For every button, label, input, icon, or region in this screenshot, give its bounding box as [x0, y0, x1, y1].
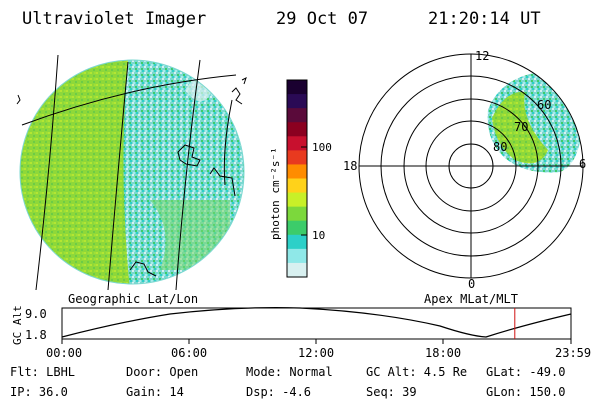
glat-value: GLat: -49.0: [486, 365, 565, 379]
colorbar-tick-100: 100: [312, 141, 332, 154]
colorbar-swatch: [287, 192, 307, 208]
observation-time: 21:20:14 UT: [428, 9, 541, 29]
colorbar-swatch: [287, 262, 307, 278]
mlt-label-18: 18: [343, 159, 357, 173]
mlat-label-60: 60: [537, 98, 551, 112]
colorbar-swatch: [287, 136, 307, 151]
colorbar-swatch: [287, 150, 307, 166]
gc-alt-value: GC Alt: 4.5 Re: [366, 365, 467, 379]
timeline-tick-0: 00:00: [46, 346, 82, 360]
colorbar: 100 10 photon cm⁻²s⁻¹: [269, 79, 332, 278]
mlat-label-80: 80: [493, 140, 507, 154]
altitude-timeline: 9.0 1.8 GC Alt 00:00 06:00 12:00 18:00 2…: [11, 305, 591, 360]
mlt-label-0: 0: [468, 277, 475, 291]
timeline-tick-2: 12:00: [298, 346, 334, 360]
timeline-tick-1: 06:00: [171, 346, 207, 360]
colorbar-swatch: [287, 164, 307, 180]
coastline: [16, 77, 247, 277]
instrument-title: Ultraviolet Imager: [22, 9, 206, 29]
mlt-label-6: 6: [579, 157, 586, 171]
observation-date: 29 Oct 07: [276, 9, 368, 29]
geographic-image: [16, 54, 247, 291]
colorbar-tick-10: 10: [312, 229, 325, 242]
mode-value: Mode: Normal: [246, 365, 333, 379]
timeline-tick-4: 23:59: [555, 346, 591, 360]
geo-grid: [21, 54, 237, 291]
colorbar-swatch: [287, 220, 307, 236]
gain-value: Gain: 14: [126, 385, 184, 399]
timeline-ylabel: GC Alt: [11, 305, 24, 345]
footer-metadata: Flt: LBHL Door: Open Mode: Normal GC Alt…: [10, 365, 565, 399]
mlt-label-12: 12: [475, 49, 489, 63]
polar-plot: 12 18 6 0 60 70 80: [343, 49, 586, 291]
colorbar-swatch: [287, 122, 307, 137]
colorbar-label: photon cm⁻²s⁻¹: [269, 147, 282, 240]
colorbar-swatch: [287, 178, 307, 194]
ip-value: IP: 36.0: [10, 385, 68, 399]
mlat-label-70: 70: [514, 120, 528, 134]
colorbar-swatch: [287, 234, 307, 250]
polar-panel-label: Apex MLat/MLT: [424, 292, 518, 306]
filter-value: Flt: LBHL: [10, 365, 75, 379]
glon-value: GLon: 150.0: [486, 385, 565, 399]
seq-value: Seq: 39: [366, 385, 417, 399]
timeline-ymax: 9.0: [25, 307, 47, 321]
timeline-tick-3: 18:00: [425, 346, 461, 360]
colorbar-swatch: [287, 80, 307, 95]
colorbar-swatch: [287, 206, 307, 222]
colorbar-swatch: [287, 248, 307, 264]
door-value: Door: Open: [126, 365, 198, 379]
timeline-ymin: 1.8: [25, 328, 47, 342]
dsp-value: Dsp: -4.6: [246, 385, 311, 399]
colorbar-swatch: [287, 94, 307, 109]
geo-panel-label: Geographic Lat/Lon: [68, 292, 198, 306]
colorbar-swatch: [287, 108, 307, 123]
